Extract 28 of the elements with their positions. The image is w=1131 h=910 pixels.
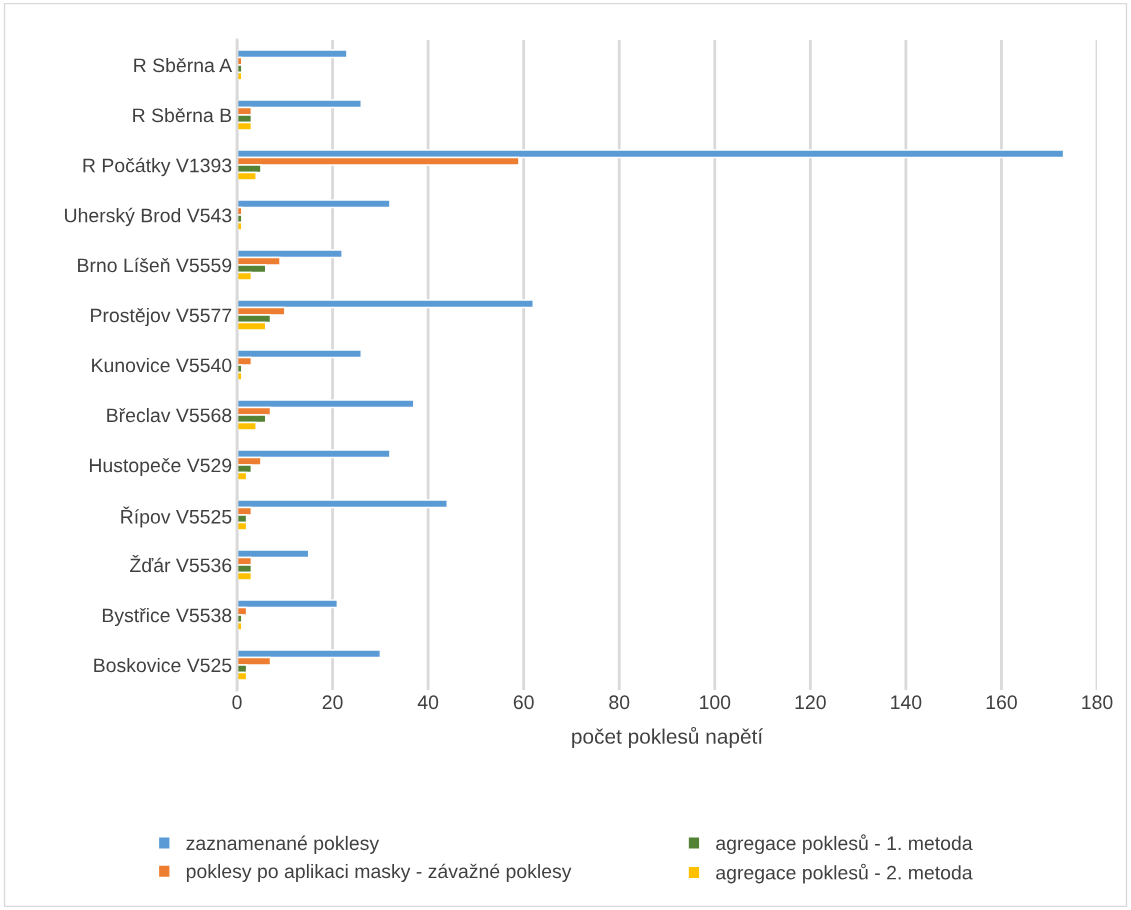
y-tick-label: Žďár V5536 bbox=[130, 555, 232, 573]
y-tick-label: Uherský Brod V543 bbox=[65, 207, 232, 227]
y-tick-label: R Počátky V1393 bbox=[83, 157, 232, 177]
x-tick-label: 0 bbox=[232, 695, 242, 710]
x-tick-label: 140 bbox=[891, 695, 922, 710]
x-tick-label: 20 bbox=[322, 695, 343, 710]
x-tick-label: 180 bbox=[1082, 695, 1113, 710]
legend-label: agregace poklesů - 1. metoda bbox=[716, 834, 973, 854]
y-tick-label: Kunovice V5540 bbox=[92, 357, 232, 373]
y-tick-label: R Sběrna A bbox=[134, 57, 233, 73]
legend-label: zaznamenané poklesy bbox=[186, 835, 380, 854]
x-tick-label: 100 bbox=[700, 695, 731, 710]
y-tick-label: R Sběrna B bbox=[133, 107, 232, 123]
legend-label: agregace poklesů - 2. metoda bbox=[716, 863, 973, 884]
y-tick-label: Hustopeče V529 bbox=[89, 457, 232, 477]
y-tick-label: Bystřice V5538 bbox=[102, 607, 232, 627]
x-tick-label: 80 bbox=[609, 695, 630, 710]
y-tick-label: Řípov V5525 bbox=[121, 506, 232, 528]
legend-label: poklesy po aplikaci masky - závažné poklesy bbox=[186, 863, 572, 883]
x-tick-label: 160 bbox=[986, 695, 1017, 710]
y-tick-label: Boskovice V525 bbox=[94, 657, 232, 673]
x-tick-label: 40 bbox=[417, 695, 439, 710]
y-tick-label: Prostějov V5577 bbox=[91, 307, 232, 327]
x-tick-label: 60 bbox=[513, 695, 534, 710]
x-tick-label: 120 bbox=[795, 695, 826, 710]
x-axis-title: počet poklesů napětí bbox=[572, 726, 764, 748]
y-tick-label: Břeclav V5568 bbox=[107, 407, 232, 423]
y-tick-label: Brno Líšeň V5559 bbox=[78, 257, 232, 273]
